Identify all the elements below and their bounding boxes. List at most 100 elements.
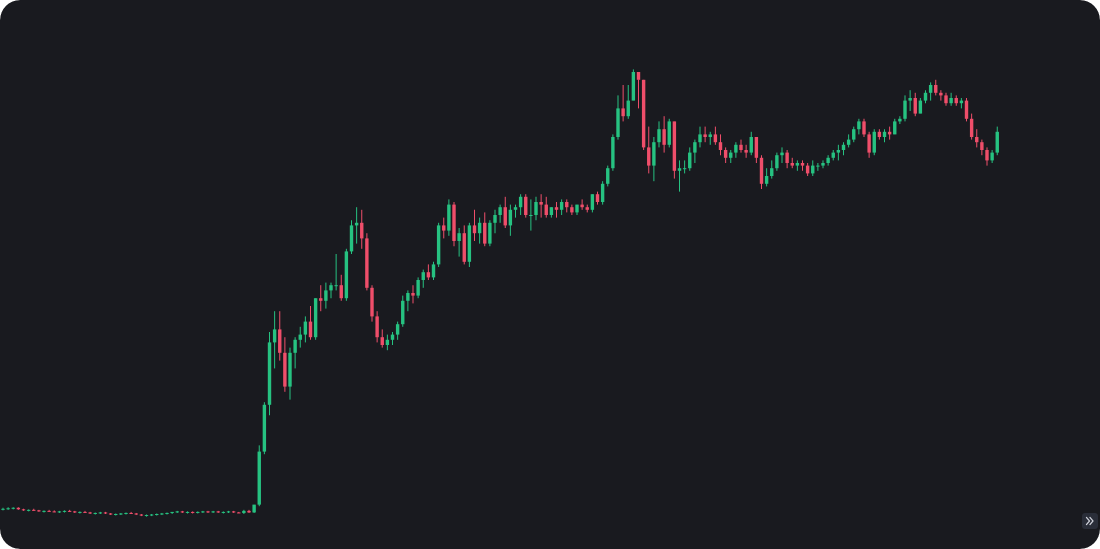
candle-body: [339, 285, 343, 299]
candle: [170, 511, 174, 514]
candle-body: [570, 207, 574, 213]
candle-body: [226, 511, 231, 513]
candle: [780, 147, 784, 163]
candle-body: [565, 202, 569, 208]
candle: [498, 204, 502, 223]
candle-body: [108, 513, 113, 515]
candle-body: [723, 150, 728, 158]
candle: [744, 144, 748, 158]
candle-body: [518, 196, 523, 208]
candle: [375, 311, 379, 343]
candle-body: [447, 204, 451, 231]
candle: [216, 510, 220, 513]
candle-body: [467, 225, 472, 262]
candle-body: [370, 287, 374, 317]
candle-body: [401, 300, 405, 325]
candle-body: [83, 511, 87, 513]
candle: [472, 209, 477, 241]
candle-body: [580, 204, 584, 208]
candle-body: [708, 134, 712, 137]
candle: [165, 512, 169, 515]
candle-body: [780, 152, 784, 156]
candle-body: [1, 508, 5, 510]
candle: [360, 209, 364, 249]
candle: [385, 334, 390, 351]
candle-body: [688, 152, 692, 169]
candle: [795, 160, 800, 171]
candle: [518, 194, 523, 215]
candle-body: [831, 152, 835, 158]
candle-body: [600, 183, 605, 202]
candle: [672, 121, 677, 179]
candle: [944, 92, 948, 106]
candle-body: [283, 352, 287, 387]
candle-body: [247, 510, 251, 513]
candle-body: [272, 329, 277, 343]
candle: [928, 82, 933, 101]
candle-body: [134, 513, 138, 515]
candle-body: [749, 137, 753, 153]
candle-body: [78, 511, 82, 513]
candle: [749, 131, 753, 156]
candle-body: [954, 98, 958, 104]
candle: [201, 510, 205, 513]
candle: [723, 147, 728, 163]
candle: [872, 129, 876, 156]
candle: [206, 510, 210, 513]
candle-body: [237, 512, 241, 514]
candle: [503, 196, 507, 228]
candle: [477, 217, 482, 244]
candle: [16, 507, 21, 510]
candle-body: [32, 509, 36, 511]
candle-body: [26, 509, 31, 511]
candle-body: [647, 147, 651, 166]
candle: [964, 98, 969, 122]
candle: [252, 504, 256, 513]
candle: [677, 160, 682, 192]
candle-body: [221, 511, 226, 513]
candle: [647, 126, 651, 174]
candle-body: [477, 222, 482, 234]
candle-body: [231, 511, 236, 513]
candle-body: [616, 108, 620, 137]
candle: [882, 129, 887, 143]
candle-body: [908, 98, 912, 101]
candle-body: [795, 163, 800, 166]
candle: [595, 191, 600, 205]
candle: [1, 507, 5, 511]
candle-body: [11, 507, 15, 509]
candle-body: [155, 514, 159, 515]
candle: [918, 98, 923, 114]
candle: [816, 163, 820, 171]
candle: [805, 163, 810, 176]
candle: [308, 306, 313, 340]
candle: [729, 150, 733, 163]
scroll-to-realtime-button[interactable]: [1082, 513, 1098, 529]
candle: [62, 510, 67, 513]
candle-body: [488, 222, 492, 244]
candle: [636, 72, 641, 109]
candle: [862, 118, 866, 137]
candle: [508, 204, 513, 236]
candle-body: [452, 204, 456, 241]
candle-body: [180, 511, 185, 513]
candle-body: [559, 202, 564, 210]
candle: [831, 150, 835, 161]
candle: [524, 194, 528, 218]
candle-body: [416, 280, 420, 296]
candle-body: [462, 233, 466, 262]
candle: [395, 321, 400, 340]
candle: [718, 134, 723, 156]
candle: [575, 204, 579, 215]
candle: [42, 510, 46, 513]
candle-body: [718, 142, 723, 150]
candle-body: [139, 514, 144, 516]
candle: [652, 137, 656, 182]
candle-body: [764, 176, 769, 184]
candle: [759, 155, 764, 189]
candle-body: [775, 155, 779, 169]
candle-body: [211, 511, 215, 513]
candle-body: [390, 334, 395, 340]
candle: [467, 222, 472, 267]
